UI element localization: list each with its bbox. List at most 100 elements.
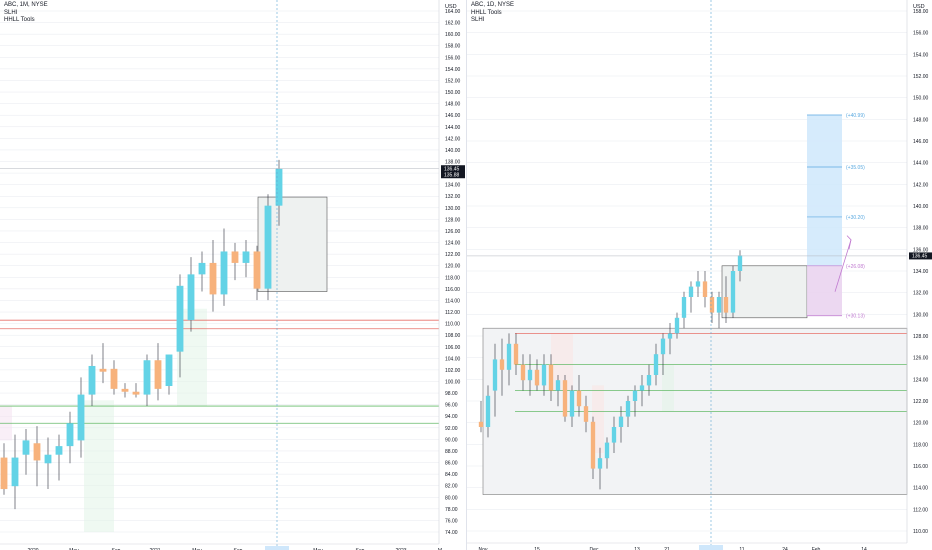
candle-body [66,423,74,447]
price-tick-label: 112.00 [913,507,928,513]
time-tick-label: Sep [356,548,365,550]
candle-body [674,317,680,334]
symbol-label[interactable]: ABC, 1D, NYSE [471,2,515,8]
candle-body [695,281,701,287]
price-tick-label: 158.00 [445,44,461,50]
time-tick-label: 14 [861,547,867,550]
candle-body [22,440,30,455]
candle-body [548,364,554,391]
time-tick-label: 2023 [395,548,406,550]
candle-body [198,262,206,275]
time-tick-label: May [192,548,202,550]
price-tick-label: 110.00 [445,322,460,328]
price-tick-label: 154.00 [445,67,461,73]
price-tick-label: 146.00 [913,139,929,145]
candlestick-chart-daily[interactable]: (+40.99) (+35.05) (+30.20) (+26.08) (+30.13)… [467,0,932,550]
price-tick-label: 120.00 [913,421,929,427]
highlight-zone [551,333,573,391]
candle-body [632,390,638,401]
price-tick-label: 132.00 [445,194,461,200]
candle-body [121,388,129,392]
symbol-label[interactable]: ABC, 1M, NYSE [4,2,48,8]
time-tick-label: Dec [590,547,599,550]
price-tick-label: 100.00 [445,379,461,385]
price-tick-label: 78.00 [445,507,458,513]
indicator-label-slhi[interactable]: SLHI [4,9,18,16]
price-tick-label: 140.00 [445,148,461,154]
candle-body [520,364,526,381]
candle-body [33,443,41,461]
price-tick-label: 152.00 [913,74,929,80]
projection-arrow-head [846,235,852,250]
price-tick-label: 114.00 [445,298,460,304]
crosshair-date-tag [265,546,289,550]
candle-body [485,395,491,427]
price-tick-label: 88.00 [445,449,458,455]
candle-body [639,385,645,391]
indicator-label-hhll[interactable]: HHLL Tools [4,17,35,23]
price-tick-label: 122.00 [445,252,461,258]
consolidation-zone-box [721,265,808,319]
candle-body [618,416,624,427]
chart-legend-daily: ABC, 1D, NYSE HHLL Tools SLHI [471,2,514,25]
candle-body [99,368,107,372]
candle-body [576,390,582,407]
candle-body [264,205,272,289]
projection-arrow [834,239,852,292]
candle-body [737,255,743,271]
candle-body [716,297,722,313]
last-price-tag [909,252,932,260]
target-profit-zone [807,115,842,266]
price-tick-label: 98.00 [445,391,458,397]
candle-body [681,297,687,318]
price-tick-label: 146.00 [445,113,461,119]
candle-body [275,168,283,206]
price-tick-label: 160.00 [445,32,461,38]
candle-body [653,354,659,375]
candle-body [44,454,52,464]
price-tick-label: 162.00 [445,21,461,27]
candle-body [590,421,596,469]
time-tick-label: 2021 [149,548,160,550]
price-tick-label: 128.00 [445,217,461,223]
candle-body [209,262,217,295]
candle-body [583,406,589,422]
indicator-label-slhi[interactable]: SLHI [471,17,485,23]
candle-body [110,368,118,389]
candle-body [492,359,498,391]
price-axis-unit: USD [913,4,925,10]
candle-body [187,274,195,321]
price-tick-label: 150.00 [913,96,929,102]
candle-body [231,251,239,263]
time-tick-label: May [313,548,323,550]
candle-body [709,297,715,313]
candle-body [611,427,617,443]
last-price-tag-label: 136.45 [444,166,460,172]
candle-body [723,297,729,313]
time-tick-label: 2020 [27,548,38,550]
indicator-label-hhll[interactable]: HHLL Tools [471,9,502,16]
candle-body [88,365,96,395]
chart-pane-monthly[interactable]: ABC, 1M, NYSE SLHI HHLL Tools USD 164.00 1… [0,0,466,550]
price-tick-label: 90.00 [445,437,458,443]
target-level-label: (+26.08) [846,264,865,270]
last-price-tag [441,171,465,179]
candle-body [165,354,173,387]
candle-body [597,458,603,469]
price-tick-label: 120.00 [445,264,461,270]
stop-loss-zone [807,265,842,316]
price-tick-label: 148.00 [445,102,461,108]
price-tick-label: 94.00 [445,414,458,420]
candle-body [506,343,512,370]
time-tick-label: 15 [534,547,540,550]
time-tick-label: 24 [782,547,788,550]
candle-body [730,271,736,313]
chart-pane-daily[interactable]: ABC, 1D, NYSE HHLL Tools SLHI (+40.99) (+… [466,0,932,550]
time-tick-label: Nov [479,547,488,550]
price-tick-label: 156.00 [913,31,929,37]
candle-body [499,359,505,370]
candle-body [569,390,575,417]
price-tick-label: 164.00 [445,9,461,15]
candle-body [660,338,666,355]
